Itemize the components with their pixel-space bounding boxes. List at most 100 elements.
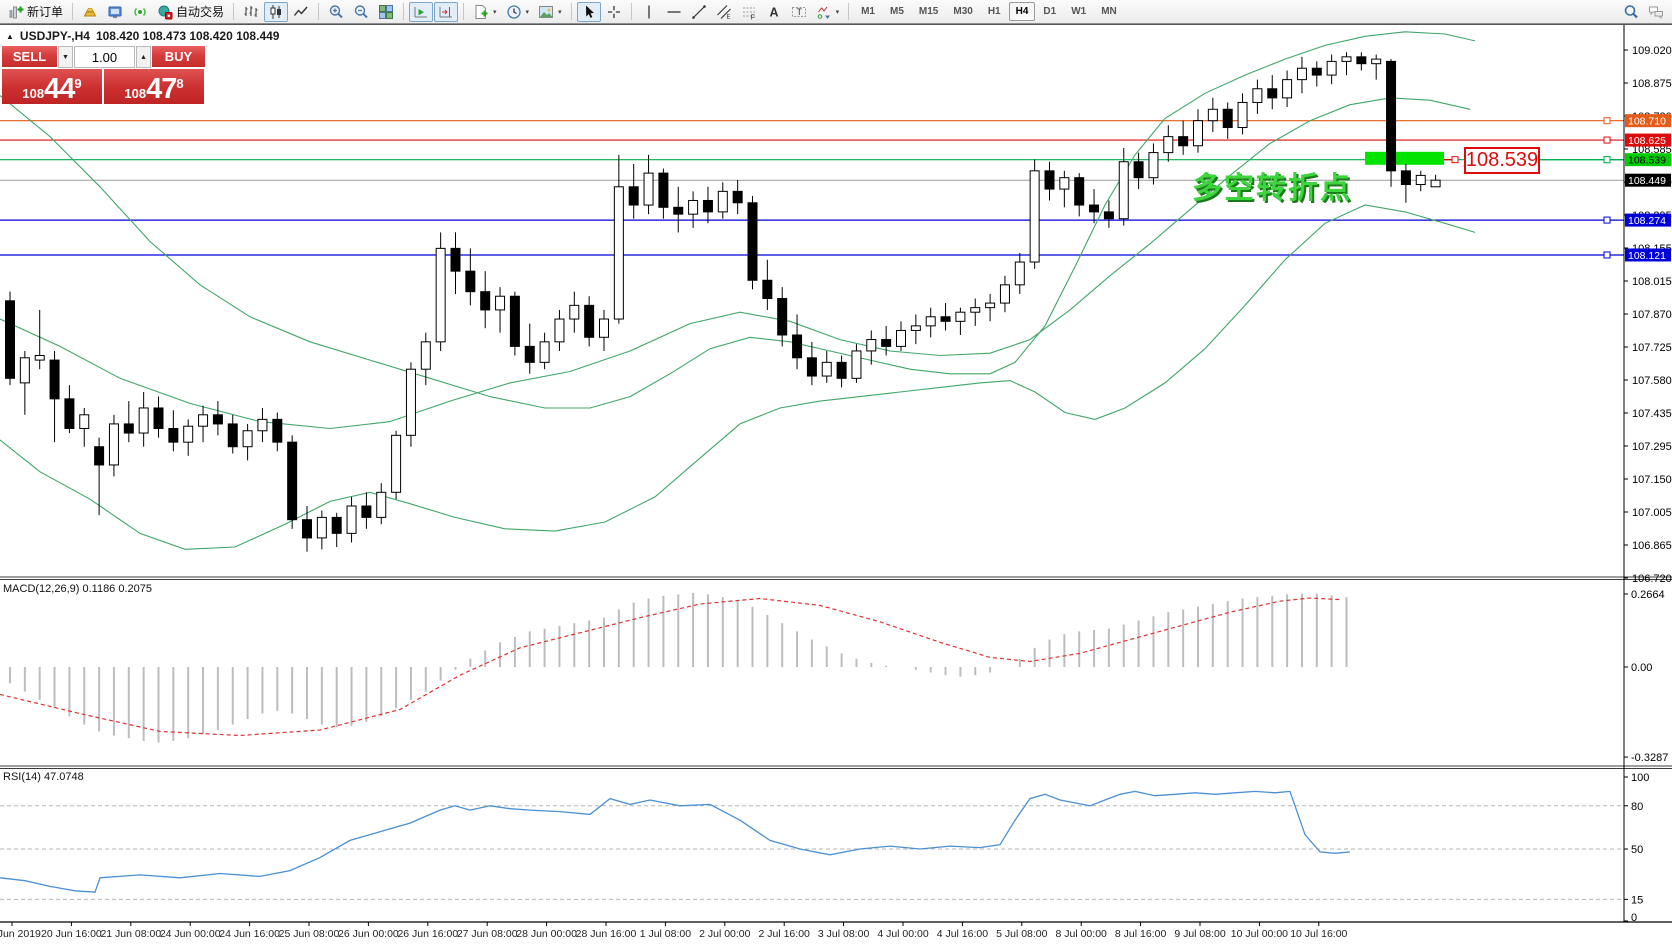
time-label: 21 Jun 08:00 [100, 928, 161, 940]
svg-text:0.2664: 0.2664 [1631, 589, 1665, 601]
chart-annotation-text[interactable]: 多空转折点 [1192, 172, 1352, 205]
candle-body [806, 357, 817, 377]
price-callout-label[interactable]: 108.539 [1464, 147, 1540, 174]
tile-windows-button[interactable] [374, 2, 398, 22]
gold-button[interactable] [78, 2, 102, 22]
candle-body [465, 270, 476, 293]
crosshair-icon [606, 4, 622, 20]
svg-text:107.150: 107.150 [1632, 474, 1672, 486]
candle-body [792, 334, 803, 359]
chart-shift-button[interactable] [434, 1, 459, 22]
symbol-period-label: USDJPY-,H4 [19, 29, 90, 43]
hline-button[interactable] [662, 2, 686, 22]
svg-text:80: 80 [1631, 801, 1643, 813]
candle-body [836, 361, 847, 379]
toolbar-separator [463, 3, 465, 20]
svg-text:108.121: 108.121 [1628, 250, 1666, 262]
chevron-down-icon[interactable]: ▾ [835, 8, 840, 16]
timeframe-h4[interactable]: H4 [1008, 2, 1036, 21]
sell-button[interactable]: SELL [2, 46, 57, 68]
timeframe-m30[interactable]: M30 [953, 6, 973, 17]
vline-icon [641, 4, 657, 20]
sell-price-button[interactable]: 108 44 9 [2, 69, 102, 104]
candle-body [1089, 204, 1100, 213]
price-tag [1625, 173, 1671, 187]
cursor-button[interactable] [576, 1, 601, 22]
profiles-button[interactable]: ▾ [534, 2, 566, 22]
candle-body [1014, 261, 1025, 286]
timeframe-d1[interactable]: D1 [1043, 6, 1057, 17]
label-button[interactable]: T [787, 2, 811, 22]
signal-button[interactable] [128, 2, 152, 22]
buy-price-button[interactable]: 108 47 8 [104, 69, 204, 104]
trendline-button[interactable] [687, 2, 711, 22]
candle-body [272, 418, 283, 443]
timeframe-h1[interactable]: H1 [987, 6, 1001, 17]
candle-body [985, 302, 996, 309]
candle-body [435, 247, 446, 343]
crosshair-button[interactable] [602, 2, 626, 22]
toolbar-separator [318, 3, 320, 20]
autotrading-button[interactable]: 自动交易 [153, 2, 228, 22]
svg-text:108.015: 108.015 [1632, 276, 1672, 288]
candle-body [1044, 170, 1055, 190]
svg-text:107.005: 107.005 [1632, 507, 1672, 519]
candle-body [1118, 161, 1129, 220]
toolbar-separator [72, 3, 74, 20]
svg-text:107.725: 107.725 [1632, 342, 1672, 354]
zoom-out-button[interactable] [349, 2, 373, 22]
candle-body [183, 425, 194, 443]
svg-text:106.720: 106.720 [1632, 573, 1672, 585]
new-order-button[interactable]: 新订单 [4, 2, 67, 22]
timeframe-mn[interactable]: MN [1101, 6, 1117, 17]
callout-connectors [1444, 156, 1624, 164]
svg-text:109.020: 109.020 [1632, 45, 1672, 57]
collapse-icon[interactable]: ▲ [6, 31, 14, 41]
auto-scroll-button[interactable] [409, 1, 434, 22]
volume-increase-button[interactable]: ▲ [136, 46, 151, 68]
zoom-in-button[interactable] [324, 2, 348, 22]
candle-body [1282, 79, 1293, 99]
candlestick-button[interactable] [264, 1, 289, 22]
new-order-icon [8, 4, 24, 20]
timeframe-w1[interactable]: W1 [1071, 6, 1087, 17]
chevron-down-icon[interactable]: ▾ [525, 8, 530, 16]
time-label: 3 Jul 08:00 [818, 928, 870, 940]
volume-input[interactable]: 1.00 [74, 46, 135, 68]
svg-text:106.865: 106.865 [1632, 540, 1672, 552]
chevron-down-icon[interactable]: ▾ [493, 8, 497, 16]
timeframe-m5[interactable]: M5 [890, 6, 904, 17]
candle-body [138, 407, 149, 434]
line-chart-button[interactable] [289, 2, 313, 22]
fibonacci-button[interactable]: F [737, 2, 761, 22]
terminal-button[interactable] [103, 2, 127, 22]
bollinger-bands [0, 31, 1476, 550]
volume-decrease-button[interactable]: ▼ [58, 46, 73, 68]
channel-button[interactable]: E [712, 2, 736, 22]
rsi-indicator-label: RSI(14) 47.0748 [3, 771, 84, 783]
highlight-bar[interactable] [1365, 151, 1444, 165]
timeframe-m1[interactable]: M1 [861, 6, 875, 17]
signal-icon [132, 4, 148, 20]
chat-button[interactable] [1644, 2, 1668, 22]
chevron-down-icon[interactable]: ▾ [558, 8, 562, 16]
search-button[interactable] [1619, 2, 1643, 22]
trendline-icon [691, 4, 707, 20]
candle-body [1029, 170, 1040, 263]
candle-body [732, 190, 743, 204]
candle-body [643, 172, 654, 206]
timeframe-m15[interactable]: M15 [918, 6, 939, 17]
chart-canvas: 109.020108.875108.730108.585108.440108.2… [0, 25, 1672, 940]
candle-body [866, 339, 877, 352]
time-label: 28 Jun 00:00 [516, 928, 577, 940]
new-template-button[interactable]: ▾ [469, 2, 501, 22]
periods-button[interactable]: ▾ [502, 2, 534, 22]
vline-button[interactable] [637, 2, 661, 22]
cursor-icon [581, 4, 597, 20]
buy-button[interactable]: BUY [152, 46, 205, 68]
bar-chart-button[interactable] [239, 2, 263, 22]
text-button[interactable]: A [762, 2, 786, 22]
candle-body [1296, 67, 1307, 81]
svg-text:A: A [769, 5, 778, 19]
shapes-button[interactable]: ▾ [812, 2, 844, 22]
